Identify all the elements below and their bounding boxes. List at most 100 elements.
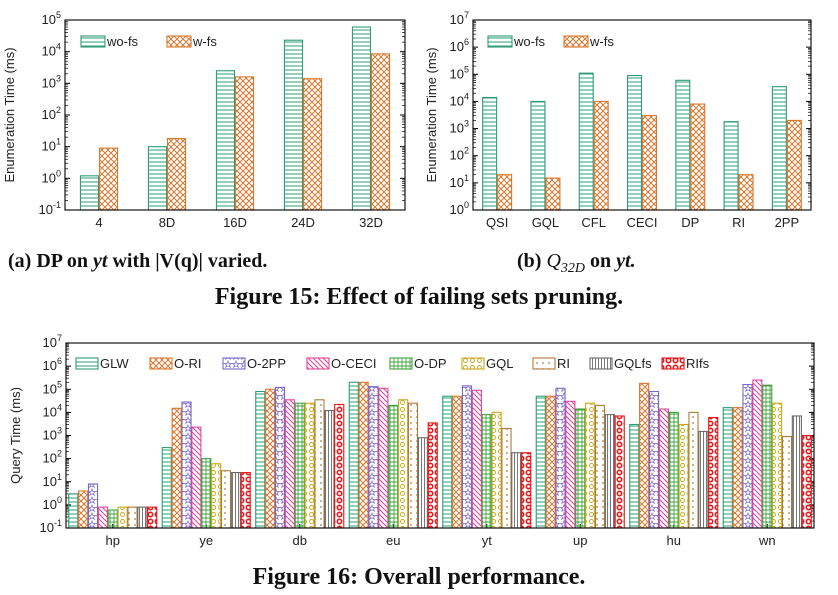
bar-rifs-db	[334, 403, 345, 529]
bar-glw-ye	[161, 447, 172, 529]
bar-gqlfs-yt	[511, 452, 522, 529]
bar-glw-hu	[629, 423, 640, 529]
bar-rifs-wn	[801, 434, 812, 529]
y-tick-label: 100	[42, 168, 61, 185]
bar-wo-fs-2pp	[771, 86, 787, 211]
bar-rifs-eu	[427, 422, 438, 529]
y-axis-title: Enumeration Time (ms)	[424, 47, 439, 182]
bar-o-ri-yt	[452, 395, 463, 529]
y-tick-label: 104	[42, 42, 61, 59]
legend-label-w-fs: w-fs	[589, 34, 614, 49]
y-tick-label: 106	[450, 37, 469, 54]
bar-ri-hp	[127, 506, 138, 529]
bar-o-2pp-ye	[181, 401, 192, 529]
bar-gql-db	[304, 402, 315, 529]
legend-label-gql: GQL	[486, 356, 513, 371]
bar-w-fs-8d	[166, 138, 187, 211]
x-tick-label-dp: DP	[681, 215, 699, 230]
bar-w-fs-cfl	[593, 100, 609, 211]
bar-glw-eu	[348, 381, 359, 529]
bar-glw-hp	[68, 493, 79, 529]
y-tick-label: 105	[42, 10, 61, 27]
legend-label-glw: GLW	[100, 356, 129, 371]
bar-gqlfs-hp	[137, 506, 148, 529]
bar-wo-fs-16d	[215, 70, 236, 211]
bar-o-ceci-ye	[191, 426, 202, 529]
legend-label-wo-fs: wo-fs	[513, 34, 546, 49]
bar-o-2pp-wn	[742, 383, 753, 529]
bar-rifs-ye	[240, 471, 251, 529]
bar-ri-eu	[407, 402, 419, 529]
bar-gql-hp	[117, 506, 128, 529]
bar-o-2pp-hu	[648, 390, 660, 529]
bar-w-fs-4	[98, 147, 119, 211]
x-tick-label-gql: GQL	[532, 215, 559, 230]
bar-gql-hu	[678, 423, 689, 529]
y-tick-label: 107	[43, 333, 62, 350]
bar-rifs-yt	[521, 452, 532, 529]
y-tick-label: 105	[450, 64, 469, 81]
x-tick-label-hp: hp	[106, 533, 120, 548]
bar-w-fs-dp	[690, 103, 706, 211]
x-tick-label-yt: yt	[482, 533, 493, 548]
bar-wo-fs-gql	[530, 100, 546, 211]
bar-o-ri-wn	[732, 407, 743, 529]
x-tick-label-ceci: CECI	[626, 215, 657, 230]
y-tick-label: 101	[43, 472, 62, 489]
bar-o-ri-eu	[358, 381, 369, 529]
caption-b: (b) Q32D on yt.	[517, 250, 636, 276]
y-tick-label: 100	[43, 495, 62, 512]
x-tick-label-32d: 32D	[359, 215, 383, 230]
legend-swatch-wo-fs	[487, 35, 513, 48]
y-tick-label: 104	[43, 402, 62, 419]
legend-swatch-rifs	[661, 357, 685, 370]
x-tick-label-db: db	[293, 533, 307, 548]
bar-rifs-hp	[147, 506, 158, 529]
y-tick-label: 103	[450, 119, 469, 136]
legend-swatch-wo-fs	[80, 35, 106, 48]
bar-glw-wn	[722, 407, 733, 529]
legend-swatch-o-dp	[389, 357, 413, 370]
bar-o-dp-wn	[762, 384, 773, 529]
chart-a-dp-on-yt: 10-1 100 101 102 103 104 105 4 8D 16D 24D 32D Enumer…	[2, 10, 406, 230]
y-tick-label: 106	[43, 356, 62, 373]
legend-swatch-gqlfs	[589, 357, 613, 370]
y-tick-label: 10-1	[40, 518, 62, 535]
legend-label-o-ceci: O-CECI	[331, 356, 377, 371]
bar-wo-fs-ri	[723, 121, 739, 211]
bar-gql-ye	[211, 463, 222, 529]
x-tick-label-ri: RI	[732, 215, 745, 230]
x-tick-label-hu: hu	[667, 533, 681, 548]
bar-o-ceci-up	[565, 400, 576, 529]
legend-swatch-ri	[532, 357, 556, 370]
y-tick-label: 102	[450, 146, 469, 163]
bar-wo-fs-4	[79, 175, 100, 211]
legend-label-ri: RI	[557, 356, 570, 371]
caption-a: (a) DP on yt with |V(q)| varied.	[8, 250, 267, 272]
legend-swatch-w-fs	[563, 35, 589, 48]
legend-swatch-gql	[461, 357, 485, 370]
legend-label-w-fs: w-fs	[192, 34, 217, 49]
bar-o-ri-up	[545, 395, 556, 529]
bar-w-fs-32d	[370, 53, 391, 211]
bar-gql-up	[585, 402, 596, 529]
bar-w-fs-16d	[234, 76, 255, 211]
chart-overall-performance: 10-1 100 101 102 103 104 105 106 107 hp ye db eu yt up…	[8, 333, 815, 548]
x-tick-label-wn: wn	[758, 533, 776, 548]
legend-label-gqlfs: GQLfs	[614, 356, 652, 371]
bar-o-ceci-hp	[97, 506, 108, 529]
y-tick-label: 105	[43, 379, 62, 396]
x-tick-label-cfl: CFL	[581, 215, 606, 230]
bar-o-ceci-eu	[378, 387, 389, 529]
legend-label-o-dp: O-DP	[414, 356, 447, 371]
bar-wo-fs-cfl	[578, 72, 594, 211]
bar-w-fs-gql	[545, 177, 561, 211]
y-axis-title: Query Time (ms)	[8, 387, 23, 484]
figure-15-caption: Figure 15: Effect of failing sets prunin…	[215, 284, 623, 310]
bar-rifs-up	[614, 415, 625, 529]
bar-wo-fs-8d	[147, 146, 168, 211]
bar-ri-ye	[220, 470, 232, 529]
bar-o-dp-hp	[107, 509, 118, 529]
bar-o-2pp-db	[274, 386, 286, 529]
bar-o-2pp-hp	[87, 483, 99, 529]
